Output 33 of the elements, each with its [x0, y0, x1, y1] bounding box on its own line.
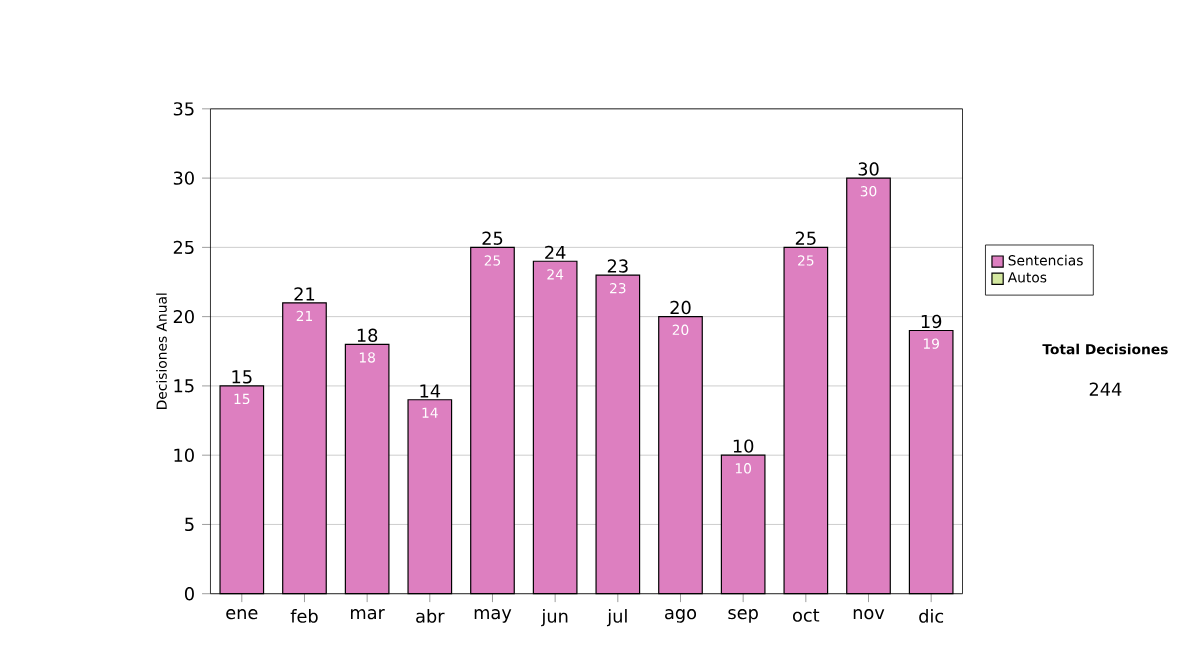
y-tick-label: 25	[173, 240, 194, 254]
y-tick-label: 15	[174, 378, 194, 393]
total-label: 30	[858, 161, 879, 176]
text: 244	[1089, 382, 1122, 396]
total-label: 21	[294, 286, 315, 300]
total-label: 15	[232, 369, 252, 384]
x-tick-label: mar	[351, 608, 385, 619]
x-tick-label: sep	[728, 608, 758, 623]
x-tick-label: oct	[793, 608, 820, 622]
y-tick-label: 0	[184, 586, 194, 600]
total-label: 20	[670, 300, 691, 314]
total-label: 18	[357, 328, 378, 342]
y-tick-label: 30	[173, 170, 194, 185]
total-label: 24	[545, 245, 566, 259]
x-tick-label: jul	[606, 608, 627, 626]
x-tick-label: jun	[541, 608, 568, 626]
x-tick-label: nov	[853, 608, 885, 619]
total-label: 23	[607, 258, 628, 273]
x-tick-label: ago	[665, 608, 697, 623]
x-tick-label: abr	[416, 608, 445, 623]
y-tick-label: 20	[173, 309, 194, 323]
y-tick-label: 35	[173, 101, 194, 116]
x-tick-label: dic	[919, 608, 944, 623]
y-tick-label: 10	[174, 448, 194, 462]
total-label: 10	[733, 438, 754, 453]
total-label: 25	[482, 231, 503, 245]
total-label: 25	[795, 231, 816, 245]
y-tick-label: 5	[185, 517, 194, 531]
x-tick-label: feb	[290, 608, 318, 623]
x-tick-label: may	[474, 608, 512, 623]
total-label: 19	[921, 314, 942, 328]
x-tick-label: ene	[226, 608, 258, 619]
total-label: 14	[420, 384, 441, 397]
